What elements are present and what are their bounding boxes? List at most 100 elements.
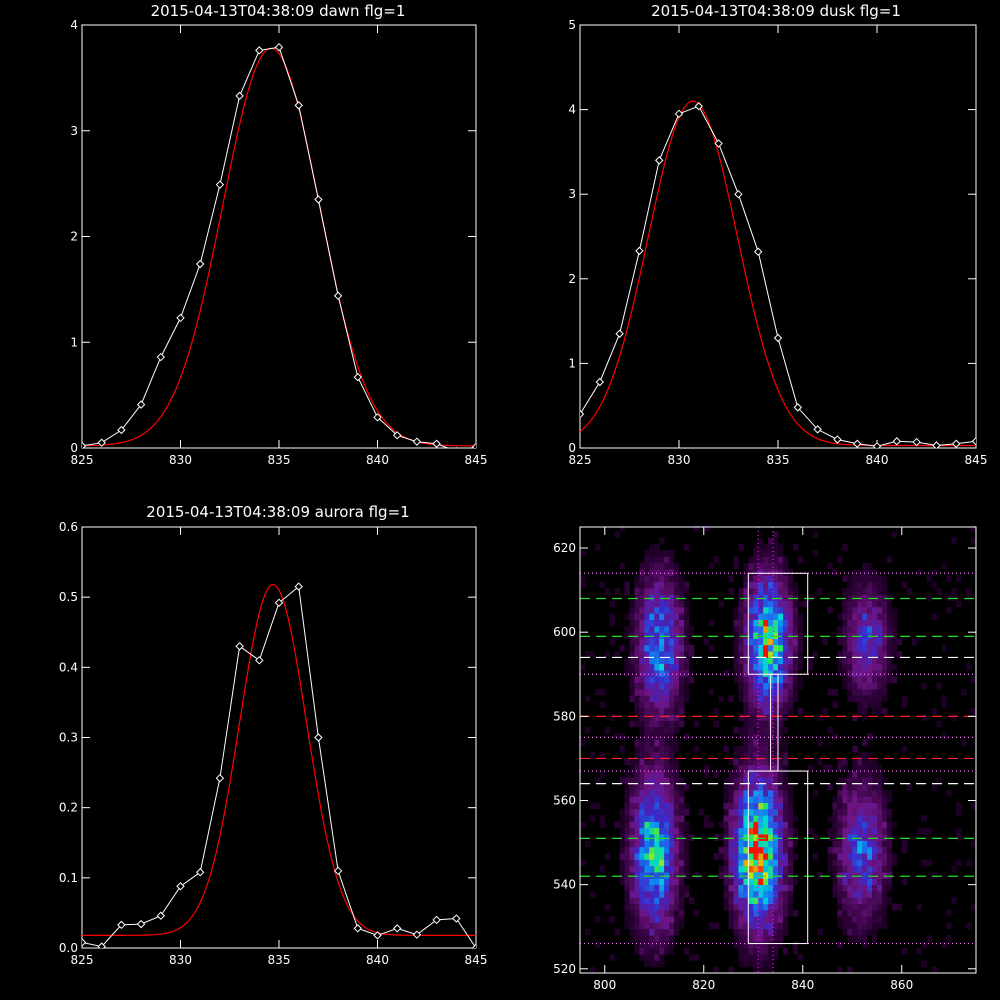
aurora-data-point xyxy=(294,582,303,591)
aurora-data-point xyxy=(353,924,363,933)
dusk-data-point xyxy=(833,435,842,444)
dawn-axes-frame xyxy=(81,24,477,449)
dawn-data-point xyxy=(82,441,87,448)
dawn-data-point xyxy=(97,438,106,447)
heatmap-axes-frame xyxy=(579,526,977,974)
dusk-xtick-label: 825 xyxy=(569,453,592,467)
aurora-data-point xyxy=(274,598,284,607)
dusk-xtick-label: 830 xyxy=(668,453,691,467)
dusk-data-point xyxy=(635,246,644,256)
dusk-xtick-label: 840 xyxy=(866,453,889,467)
aurora-data-point xyxy=(176,882,185,891)
dusk-axes-frame xyxy=(579,24,977,449)
aurora-xtick-label: 835 xyxy=(268,953,291,967)
dawn-xtick-label: 845 xyxy=(465,453,488,467)
dawn-data-point xyxy=(412,437,422,446)
dawn-plot-title: 2015-04-13T04:38:09 dawn flg=1 xyxy=(151,2,406,20)
dawn-data-point xyxy=(274,43,284,52)
aurora-xtick-label: 845 xyxy=(465,953,488,967)
aurora-data-point xyxy=(333,866,343,876)
dawn-xtick-label: 830 xyxy=(169,453,192,467)
dawn-spectrum-plot: 2015-04-13T04:38:09 dawn flg=1 825 830 835… xyxy=(70,2,487,467)
dusk-data-point xyxy=(694,102,704,111)
dawn-data-point xyxy=(314,195,323,204)
dusk-data-point xyxy=(753,247,763,256)
dawn-data-point xyxy=(294,101,303,110)
aurora-data-point xyxy=(195,868,205,877)
dusk-xtick-label: 835 xyxy=(767,453,790,467)
spectral-image-heatmap: 800 820 840 860 520 540 560 580 600 620 xyxy=(553,524,977,992)
dusk-data-point xyxy=(674,109,684,119)
dusk-data-point xyxy=(971,437,976,446)
dawn-ytick-label: 1 xyxy=(70,335,78,349)
aurora-data-point xyxy=(215,773,225,783)
aurora-data-point xyxy=(117,920,126,930)
dusk-ytick-label: 2 xyxy=(568,272,576,286)
dusk-data-point xyxy=(932,441,941,448)
aurora-ytick-label: 0.1 xyxy=(59,871,78,885)
dusk-ytick-label: 0 xyxy=(568,441,576,455)
dawn-data-point xyxy=(156,352,166,362)
aurora-data-point xyxy=(432,915,441,925)
heatmap-xtick-label: 840 xyxy=(791,978,814,992)
aurora-fit-curve xyxy=(82,583,476,936)
aurora-data-point xyxy=(392,924,402,933)
dawn-ytick-label: 0 xyxy=(70,441,78,455)
dawn-data-point xyxy=(215,180,225,189)
aurora-ytick-label: 0.6 xyxy=(59,520,78,534)
aurora-ytick-label: 0.5 xyxy=(59,590,78,604)
aurora-xtick-label: 825 xyxy=(71,953,94,967)
aurora-data-point xyxy=(452,914,461,923)
aurora-xtick-label: 830 xyxy=(169,953,192,967)
dawn-xtick-label: 825 xyxy=(71,453,94,467)
aurora-spectrum-plot: 2015-04-13T04:38:09 aurora flg=1 825 830 8… xyxy=(59,503,488,967)
dusk-data-point xyxy=(852,439,862,448)
dusk-ytick-label: 1 xyxy=(568,356,576,370)
aurora-ytick-label: 0.3 xyxy=(59,731,78,745)
dusk-plot-title: 2015-04-13T04:38:09 dusk flg=1 xyxy=(651,2,901,20)
dusk-data-point xyxy=(734,189,743,199)
dawn-data-point xyxy=(136,400,146,409)
dusk-data-point xyxy=(615,329,624,338)
dawn-data-line xyxy=(82,46,476,448)
dusk-ytick-label: 5 xyxy=(568,18,576,32)
dusk-data-point xyxy=(793,403,803,412)
heatmap-ytick-label: 560 xyxy=(553,793,576,807)
aurora-data-point xyxy=(156,911,166,920)
dusk-ytick-label: 4 xyxy=(568,103,576,117)
aurora-data-point xyxy=(471,943,476,948)
heatmap-selection-box xyxy=(770,673,779,772)
heatmap-ytick-label: 520 xyxy=(553,962,576,976)
dawn-data-point xyxy=(373,413,382,422)
aurora-data-point xyxy=(235,642,244,651)
dusk-data-point xyxy=(872,442,882,448)
dawn-data-point xyxy=(471,442,476,448)
aurora-plot-title: 2015-04-13T04:38:09 aurora flg=1 xyxy=(146,503,409,521)
dusk-data-point xyxy=(714,139,723,148)
dawn-data-point xyxy=(195,259,205,269)
dawn-data-point xyxy=(392,431,402,440)
aurora-ytick-label: 0.4 xyxy=(59,660,78,674)
heatmap-cells xyxy=(580,524,977,974)
dawn-data-point xyxy=(117,425,126,435)
dusk-spectrum-plot: 2015-04-13T04:38:09 dusk flg=1 825 830 835… xyxy=(568,2,987,467)
dusk-data-point xyxy=(951,439,961,448)
heatmap-xtick-label: 800 xyxy=(593,978,616,992)
heatmap-ytick-label: 540 xyxy=(553,878,576,892)
aurora-data-point xyxy=(97,942,106,948)
aurora-data-point xyxy=(82,938,87,947)
dusk-fit-curve xyxy=(580,100,976,447)
dawn-data-point xyxy=(235,91,244,101)
dusk-data-point xyxy=(580,409,585,419)
dawn-xtick-label: 835 xyxy=(268,453,291,467)
aurora-data-point xyxy=(412,930,422,939)
aurora-xtick-label: 840 xyxy=(366,953,389,967)
dusk-data-point xyxy=(892,437,902,446)
aurora-data-point xyxy=(314,733,323,742)
aurora-data-point xyxy=(373,931,382,940)
dawn-data-point xyxy=(432,439,441,448)
dusk-data-point xyxy=(773,333,783,343)
heatmap-xtick-label: 860 xyxy=(890,978,913,992)
dawn-data-point xyxy=(455,446,458,448)
